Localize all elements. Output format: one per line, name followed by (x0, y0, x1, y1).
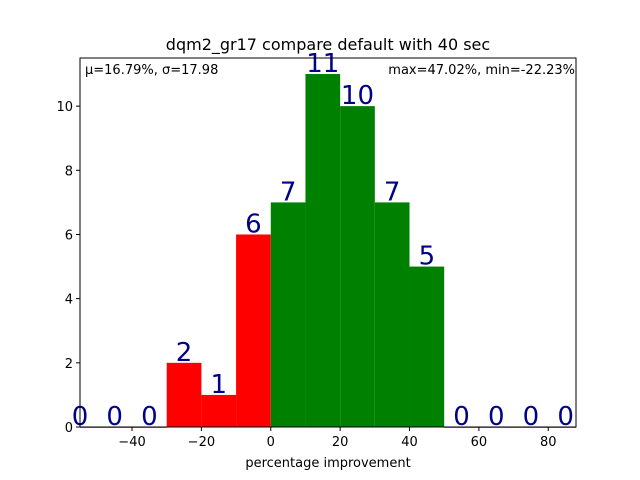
bar-value-label: 0 (557, 402, 574, 432)
bar-value-label: 5 (419, 242, 436, 272)
bar-value-label: 7 (384, 177, 401, 207)
bar-value-label: 0 (523, 402, 540, 432)
bar-value-label: 1 (210, 370, 227, 400)
histogram-bar (201, 394, 237, 427)
histogram-bar (166, 362, 202, 427)
y-tick-label: 0 (65, 421, 73, 436)
histogram-bar (409, 266, 445, 427)
bar-value-label: 2 (176, 338, 193, 368)
x-axis-label: percentage improvement (245, 456, 410, 471)
stats-max-min: max=47.02%, min=-22.23% (388, 63, 575, 78)
bar-value-label: 0 (453, 402, 470, 432)
y-tick-label: 4 (65, 293, 73, 308)
bar-value-label: 10 (341, 81, 374, 111)
bar-value-label: 7 (280, 177, 297, 207)
stats-mean-sigma: μ=16.79%, σ=17.98 (85, 63, 218, 78)
histogram-bar (236, 234, 271, 427)
y-axis-ticks: 0 2 4 6 8 10 (56, 100, 80, 436)
histogram-bar (340, 106, 375, 427)
x-tick-label: 0 (267, 435, 275, 450)
bar-value-label: 11 (306, 49, 339, 79)
y-tick-label: 10 (56, 100, 73, 115)
histogram-bar (374, 202, 410, 427)
bar-value-label: 0 (488, 402, 505, 432)
y-tick-label: 8 (65, 164, 73, 179)
x-tick-label: 80 (540, 435, 557, 450)
x-tick-label: 40 (401, 435, 418, 450)
bars-group (80, 74, 576, 428)
chart-title: dqm2_gr17 compare default with 40 sec (166, 35, 490, 55)
y-tick-label: 6 (65, 228, 73, 243)
y-tick-label: 2 (65, 357, 73, 372)
bar-value-label: 0 (141, 402, 158, 432)
histogram-bar (270, 202, 306, 427)
bar-value-label: 0 (106, 402, 123, 432)
x-axis-ticks: −40 −20 0 20 40 60 80 (118, 427, 557, 450)
histogram-bar (305, 74, 341, 427)
plot-frame (79, 57, 577, 428)
x-tick-label: −20 (188, 435, 215, 450)
x-tick-label: −40 (118, 435, 145, 450)
x-tick-label: 20 (332, 435, 349, 450)
x-tick-label: 60 (471, 435, 488, 450)
bar-value-label: 6 (245, 209, 262, 239)
